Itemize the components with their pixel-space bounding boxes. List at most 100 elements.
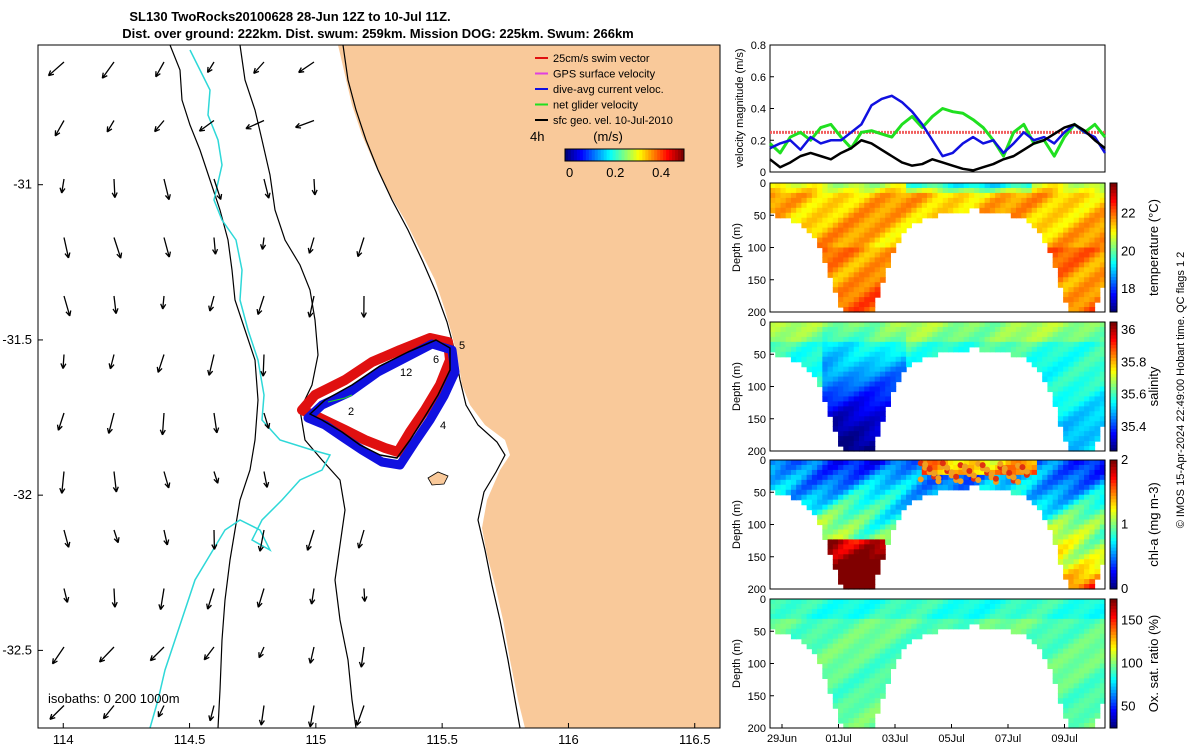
section-cell: [1068, 708, 1075, 714]
section-cell: [885, 529, 891, 536]
section-cell: [1089, 376, 1096, 383]
section-cell: [879, 366, 886, 373]
section-cell: [1094, 366, 1101, 373]
section-cell: [790, 202, 797, 209]
section-colorbar-cell: [1110, 569, 1117, 574]
section-cell: [806, 326, 813, 333]
section-cell: [827, 663, 834, 670]
section-cell: [1078, 232, 1085, 239]
section-cell: [822, 351, 829, 358]
section-cell: [869, 257, 876, 263]
section-cell: [1063, 608, 1069, 615]
section-cell: [1063, 599, 1069, 605]
section-cell: [911, 464, 918, 471]
colorbar-cell: [573, 149, 578, 161]
section-cell: [848, 708, 855, 714]
section-cell: [858, 272, 865, 278]
section-cell: [864, 504, 871, 511]
colorbar-cell: [675, 149, 679, 161]
section-cell: [1094, 708, 1101, 714]
section-cell: [827, 648, 834, 655]
section-cell: [1047, 351, 1054, 358]
section-cell: [806, 474, 813, 481]
section-cell: [874, 499, 881, 506]
section-cell: [869, 282, 876, 288]
section-cell: [906, 351, 912, 358]
section-cell: [811, 613, 818, 620]
section-cell: [1047, 623, 1054, 630]
section-cell: [1089, 207, 1096, 214]
section-cell: [838, 401, 844, 407]
section-cell: [838, 460, 844, 466]
section-colorbar-cell: [1110, 676, 1117, 681]
section-cell: [832, 386, 839, 393]
section-cell: [811, 197, 818, 204]
section-cell: [822, 376, 829, 383]
section-cell: [1099, 242, 1106, 249]
section-cell: [979, 202, 986, 209]
section-cell: [1084, 603, 1090, 610]
section-cell: [801, 489, 808, 496]
chl-surface-dot: [1019, 464, 1026, 471]
section-cell: [906, 628, 912, 635]
section-cell: [858, 396, 865, 402]
section-cell: [895, 237, 902, 244]
section-colorbar-cell: [1110, 360, 1117, 365]
section-cell: [1052, 322, 1059, 328]
section-cell: [895, 336, 902, 343]
section-cell: [879, 534, 886, 540]
section-cell: [1068, 618, 1075, 625]
section-cell: [900, 618, 907, 625]
section-cell: [1000, 484, 1007, 491]
section-cell: [1068, 514, 1075, 521]
section-cell: [1084, 207, 1090, 214]
section-cell: [1068, 341, 1075, 348]
section-cell: [1084, 381, 1090, 388]
section-cell: [1063, 569, 1069, 575]
section-cell: [822, 613, 829, 620]
section-cell: [1036, 608, 1043, 615]
section-cell: [832, 381, 839, 388]
section-cell: [1021, 187, 1028, 194]
section-cell: [1057, 529, 1064, 536]
section-cell: [869, 703, 876, 709]
section-colorbar-cell: [1110, 431, 1117, 436]
section-cell: [1094, 187, 1101, 194]
section-cell: [1078, 416, 1085, 422]
section-cell: [1094, 504, 1101, 511]
section-cell: [858, 693, 865, 699]
section-cell: [853, 524, 860, 531]
section-cell: [1094, 381, 1101, 388]
section-cell: [1089, 341, 1096, 348]
section-cell: [827, 376, 834, 383]
section-colorbar-cell: [1110, 579, 1117, 584]
section-colorbar-cell: [1110, 505, 1117, 509]
section-cell: [1089, 252, 1096, 259]
section-cell: [864, 396, 871, 402]
section-cell: [1094, 257, 1101, 263]
section-cell: [879, 524, 886, 531]
section-cell: [1089, 460, 1096, 466]
section-cell: [853, 411, 860, 417]
section-cell: [1084, 549, 1090, 555]
section-cell: [806, 623, 813, 630]
section-cell: [1016, 187, 1022, 194]
section-cell: [1089, 658, 1096, 665]
section-cell: [1078, 464, 1085, 471]
section-cell: [979, 183, 986, 189]
section-cell: [1094, 574, 1101, 580]
section-colorbar-cell: [1110, 386, 1117, 391]
section-cell: [1089, 446, 1096, 452]
section-cell: [984, 336, 991, 343]
section-cell: [1099, 613, 1106, 620]
section-cell: [1099, 559, 1106, 565]
cyan-contour: [149, 49, 332, 729]
section-cell: [879, 247, 886, 254]
section-cell: [853, 401, 860, 407]
section-cell: [1047, 469, 1054, 476]
section-cell: [843, 678, 850, 684]
section-cell: [1052, 371, 1059, 378]
section-cell: [874, 331, 881, 338]
section-cell: [895, 653, 902, 660]
